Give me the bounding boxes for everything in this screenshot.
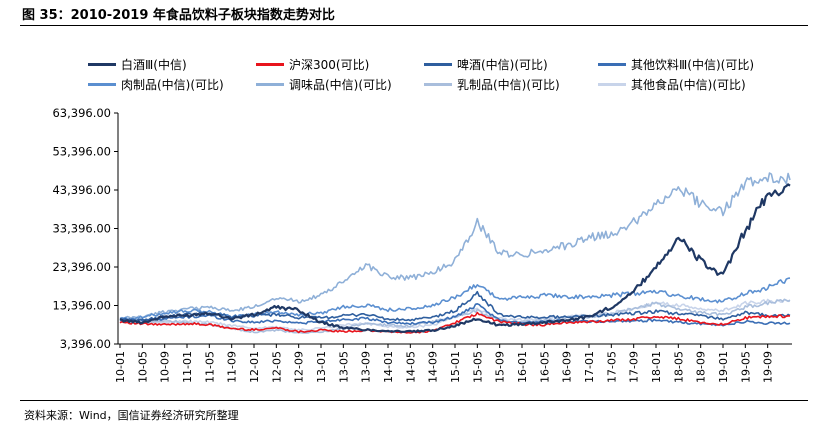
bottom-rule (20, 400, 808, 401)
x-tick-label: 10-05 (136, 351, 149, 383)
x-tick-label: 10-01 (114, 351, 127, 383)
x-tick-label: 19-09 (762, 351, 775, 383)
x-tick-label: 13-09 (360, 351, 373, 383)
y-tick-label: 53,396.00 (52, 145, 111, 159)
x-tick-label: 18-01 (650, 351, 663, 383)
x-tick-label: 14-05 (404, 351, 417, 383)
x-tick-label: 18-09 (695, 351, 708, 383)
x-tick-label: 14-09 (427, 351, 440, 383)
legend-swatch (598, 83, 626, 86)
x-tick-label: 16-09 (561, 351, 574, 383)
x-tick-label: 11-05 (203, 351, 216, 383)
legend-label: 其他食品(中信)(可比) (631, 78, 746, 92)
x-tick-label: 13-05 (337, 351, 350, 383)
y-tick-label: 13,396.00 (52, 299, 111, 313)
series-line-1 (119, 183, 791, 334)
x-tick-label: 12-09 (293, 351, 306, 383)
legend-label: 白酒Ⅲ(中信) (121, 58, 187, 72)
series-line-2 (119, 311, 790, 334)
x-tick-label: 12-05 (270, 351, 283, 383)
legend-swatch (424, 63, 452, 66)
figure-title: 图 35：2010-2019 年食品饮料子板块指数走势对比 (22, 8, 335, 23)
x-tick-label: 13-01 (315, 351, 328, 383)
x-tick-label: 19-05 (739, 351, 752, 383)
x-tick-label: 16-01 (516, 351, 529, 383)
legend-label: 肉制品(中信)(可比) (121, 78, 224, 92)
x-tick-label: 16-05 (538, 351, 551, 383)
x-tick-label: 15-09 (494, 351, 507, 383)
y-tick-label: 43,396.00 (52, 183, 111, 197)
series-line-6 (119, 172, 791, 320)
y-tick-label: 3,396.00 (60, 337, 111, 351)
legend-label: 调味品(中信)(可比) (289, 78, 392, 92)
x-tick-label: 10-09 (159, 351, 172, 383)
legend-swatch (256, 83, 284, 86)
x-tick-label: 14-01 (382, 351, 395, 383)
x-tick-label: 17-05 (605, 351, 618, 383)
x-tick-label: 11-09 (226, 351, 239, 383)
legend-label: 沪深300(可比) (289, 58, 370, 72)
x-tick-label: 12-01 (248, 351, 261, 383)
y-tick-label: 23,396.00 (52, 260, 111, 274)
legend-swatch (256, 63, 284, 66)
x-tick-label: 17-09 (628, 351, 641, 383)
legend-label: 其他饮料Ⅲ(中信)(可比) (631, 58, 755, 72)
series-line-3 (119, 290, 791, 323)
legend-swatch (88, 83, 116, 86)
source-note: 资料来源：Wind，国信证券经济研究所整理 (24, 409, 239, 422)
title-rule (20, 25, 808, 26)
x-tick-label: 18-05 (672, 351, 685, 383)
x-tick-label: 19-01 (717, 351, 730, 383)
legend-swatch (88, 63, 116, 66)
x-tick-label: 17-01 (583, 351, 596, 383)
y-tick-label: 63,396.00 (52, 106, 111, 120)
legend-swatch (598, 63, 626, 66)
legend-label: 啤酒(中信)(可比) (457, 58, 548, 72)
legend-swatch (424, 83, 452, 86)
x-tick-label: 15-05 (471, 351, 484, 383)
x-tick-label: 15-01 (449, 351, 462, 383)
legend-label: 乳制品(中信)(可比) (457, 78, 560, 92)
y-tick-label: 33,396.00 (52, 222, 111, 236)
x-tick-label: 11-01 (181, 351, 194, 383)
series-line-4 (119, 302, 791, 327)
